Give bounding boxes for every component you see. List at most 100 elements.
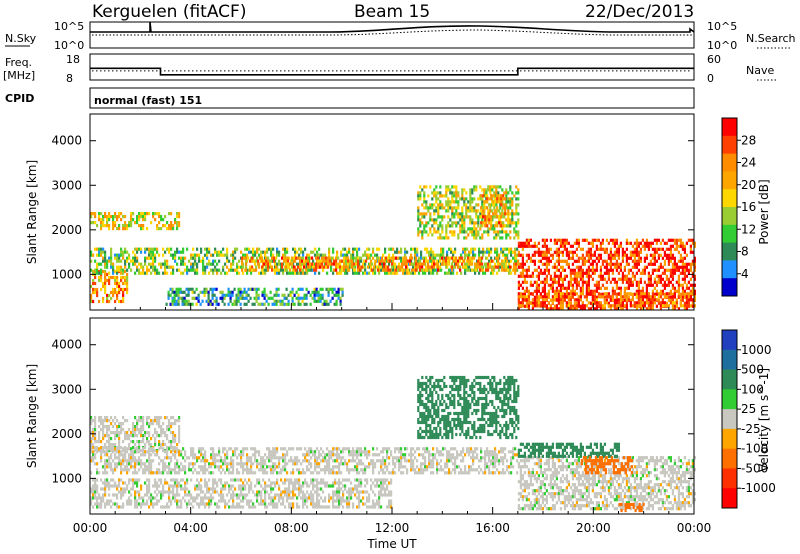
echo-band-8 — [517, 292, 696, 311]
colorbar-swatch-1 — [722, 349, 737, 371]
x-tick-label-4: 16:00 — [475, 521, 510, 535]
colorbar-swatch-5 — [722, 428, 737, 450]
power-colorbar-label: Power [dB] — [757, 179, 771, 244]
colorbar-swatch-1 — [722, 135, 737, 155]
x-tick-label-3: 12:00 — [375, 521, 410, 535]
colorbar-swatch-3 — [722, 389, 737, 410]
colorbar-tick-label-5: 8 — [741, 245, 749, 259]
echo-band-7 — [618, 502, 645, 513]
colorbar-tick-label-3: 16 — [741, 200, 756, 214]
colorbar-tick-label-0: 28 — [741, 133, 756, 147]
echo-band-1 — [90, 269, 129, 304]
echo-band-3 — [417, 375, 520, 440]
nsearch-tick-bottom: 10^0 — [707, 39, 737, 52]
colorbar-swatch-9 — [722, 278, 737, 297]
cpid-strip: CPID normal (fast) 151 — [5, 87, 695, 109]
colorbar-swatch-2 — [722, 369, 737, 390]
power-colorbar: 28 24 20 16 12 8 4 Power [dB] — [721, 117, 771, 297]
colorbar-swatch-6 — [722, 224, 737, 244]
y-tick-label-3: 4000 — [51, 338, 82, 352]
colorbar-tick-label-0: 1000 — [741, 343, 772, 357]
freq-series — [90, 67, 694, 76]
freq-tick-bottom: 8 — [66, 72, 73, 85]
cpid-value: normal (fast) 151 — [94, 94, 202, 107]
nsky-label: N.Sky — [5, 32, 37, 45]
freq-line — [90, 67, 694, 76]
freq-label: Freq. — [5, 56, 32, 69]
colorbar-tick-label-4: 12 — [741, 222, 756, 236]
cpid-label: CPID — [5, 92, 34, 105]
echo-band-5 — [417, 185, 520, 240]
x-tick-label-2: 08:00 — [274, 521, 309, 535]
echo-band-2 — [90, 478, 393, 509]
colorbar-swatch-0 — [722, 330, 737, 351]
power-panel: 1000 2000 3000 4000 Slant Range [km] — [25, 113, 696, 311]
freq-unit: [MHz] — [3, 69, 35, 82]
power-y-axis: 1000 2000 3000 4000 — [51, 134, 694, 281]
velocity-heatmap — [90, 375, 696, 513]
y-tick-label-0: 1000 — [51, 471, 82, 485]
velocity-colorbar: 1000 500 100 25 -25 -100 -500 -1000 Velocity [m… — [721, 329, 776, 509]
nsky-strip: N.Sky 10^5 10^0 10^5 10^0 N.Search — [5, 20, 796, 52]
freq-tick-top: 18 — [66, 53, 80, 66]
colorbar-tick-label-2: 100 — [741, 382, 764, 396]
nsky-tick-top: 10^5 — [54, 20, 84, 33]
power-ylabel: Slant Range [km] — [25, 160, 39, 264]
colorbar-swatch-5 — [722, 207, 737, 226]
colorbar-tick-label-6: 4 — [741, 267, 749, 281]
y-tick-label-0: 1000 — [51, 267, 82, 281]
colorbar-tick-label-4: -25 — [741, 422, 761, 436]
echo-band-4 — [165, 287, 344, 306]
power-heatmap — [90, 185, 696, 311]
velocity-colorbar-label: Velocity [m s^-1] — [757, 368, 771, 472]
power-x-ticks — [89, 303, 695, 310]
y-tick-label-2: 3000 — [51, 178, 82, 192]
x-tick-label-0: 00:00 — [73, 521, 108, 535]
echo-band-3 — [241, 256, 520, 272]
colorbar-swatch-4 — [722, 189, 737, 208]
colorbar-swatch-3 — [722, 171, 737, 190]
x-tick-label-1: 04:00 — [173, 521, 208, 535]
colorbar-swatch-8 — [722, 488, 737, 509]
station-title: Kerguelen (fitACF) — [92, 2, 246, 22]
date-title: 22/Dec/2013 — [585, 2, 694, 22]
colorbar-tick-label-3: 25 — [741, 402, 756, 416]
freq-strip: Freq. [MHz] 18 8 60 0 Nave — [3, 53, 778, 85]
y-tick-label-1: 2000 — [51, 427, 82, 441]
nsearch-label: N.Search — [746, 32, 796, 45]
y-tick-label-3: 4000 — [51, 134, 82, 148]
colorbar-tick-label-5: -100 — [741, 442, 768, 456]
colorbar-swatch-6 — [722, 448, 737, 469]
x-tick-label-6: 00:00 — [677, 521, 712, 535]
nave-tick-bottom: 0 — [707, 72, 714, 85]
echo-band-0 — [90, 212, 181, 231]
colorbar-swatch-7 — [722, 468, 737, 489]
y-tick-label-1: 2000 — [51, 223, 82, 237]
colorbar-swatch-4 — [722, 409, 737, 430]
velocity-x-axis: 00:00 04:00 08:00 12:00 16:00 20:00 00:00 — [73, 507, 712, 535]
colorbar-tick-label-1: 24 — [741, 156, 756, 170]
velocity-y-axis: 1000 2000 3000 4000 — [51, 338, 694, 485]
echo-band-6 — [480, 194, 507, 228]
colorbar-tick-label-7: -1000 — [741, 481, 776, 495]
nsky-series — [90, 21, 695, 33]
y-tick-label-2: 3000 — [51, 382, 82, 396]
x-tick-label-5: 20:00 — [576, 521, 611, 535]
colorbar-swatch-7 — [722, 242, 737, 261]
colorbar-swatch-8 — [722, 260, 737, 279]
velocity-panel: 1000 2000 3000 4000 00:00 04:00 08:00 12:00 16:… — [25, 317, 712, 551]
nsky-tick-bottom: 10^0 — [54, 39, 84, 52]
echo-band-6 — [580, 456, 633, 475]
nsearch-tick-top: 10^5 — [707, 20, 737, 33]
colorbar-tick-label-2: 20 — [741, 178, 756, 192]
nave-label: Nave — [746, 64, 774, 77]
echo-band-1 — [90, 447, 519, 475]
beam-title: Beam 15 — [354, 2, 430, 22]
colorbar-swatch-2 — [722, 153, 737, 172]
echo-band-5 — [517, 442, 620, 458]
colorbar-tick-label-6: -500 — [741, 461, 768, 475]
colorbar-tick-label-1: 500 — [741, 363, 764, 377]
colorbar-swatch-0 — [722, 118, 737, 137]
nsearch-series — [92, 29, 692, 36]
